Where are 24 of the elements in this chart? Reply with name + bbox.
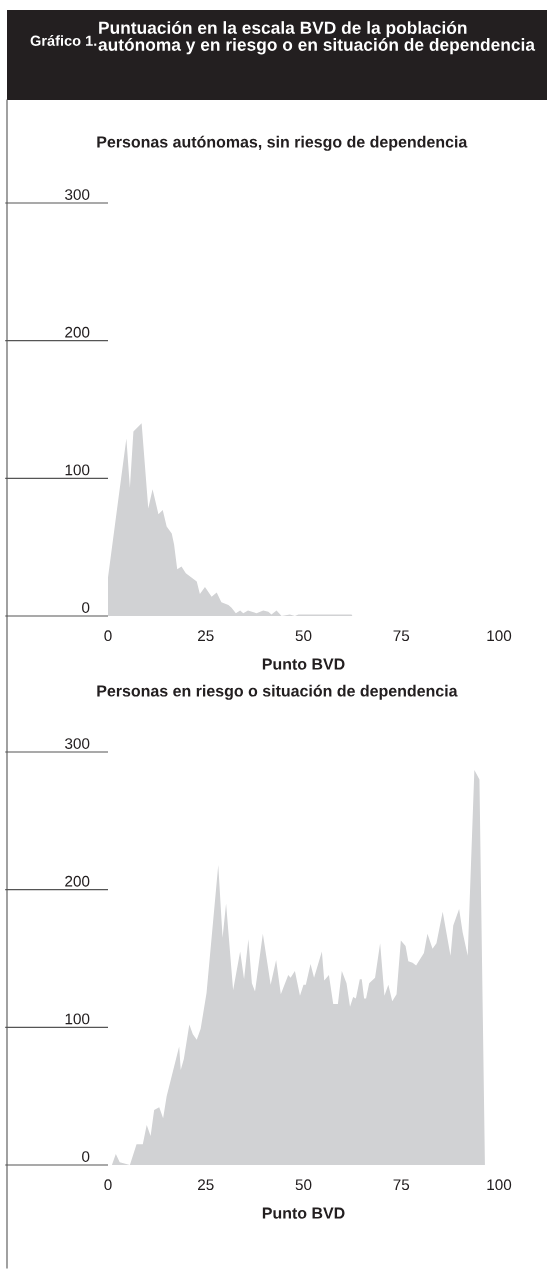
y-tick-label: 100 [65, 464, 90, 476]
x-axis-title: Punto BVD [262, 658, 345, 670]
text: Puntuación en la escala BVD de la población autónoma y en riesgo o en situación de dependencia [98, 21, 536, 55]
y-tick-label: 200 [65, 326, 90, 338]
y-tick-label: 300 [65, 189, 90, 200]
text: Gráfico 1. [30, 35, 97, 46]
x-tick-label: 50 [295, 1179, 312, 1191]
x-tick-label: 50 [295, 630, 312, 642]
x-tick-label: 0 [104, 1179, 112, 1191]
x-tick-label: 75 [393, 630, 410, 642]
x-tick-label: 100 [487, 1179, 512, 1191]
y-tick-label: 0 [82, 602, 90, 613]
x-tick-label: 25 [198, 630, 214, 642]
y-tick-label: 0 [82, 1151, 90, 1162]
chart-title: Personas autónomas, sin riesgo de dependencia [97, 135, 468, 151]
y-tick-label: 300 [65, 738, 90, 749]
x-tick-label: 25 [198, 1179, 214, 1191]
y-tick-label: 100 [65, 1013, 90, 1025]
x-axis-title: Punto BVD [262, 1207, 345, 1219]
y-tick-label: 200 [65, 875, 90, 887]
x-tick-label: 100 [487, 630, 512, 642]
x-tick-label: 0 [104, 630, 112, 642]
chart-title: Personas en riesgo o situación de dependencia [97, 684, 458, 700]
x-tick-label: 75 [393, 1179, 410, 1191]
